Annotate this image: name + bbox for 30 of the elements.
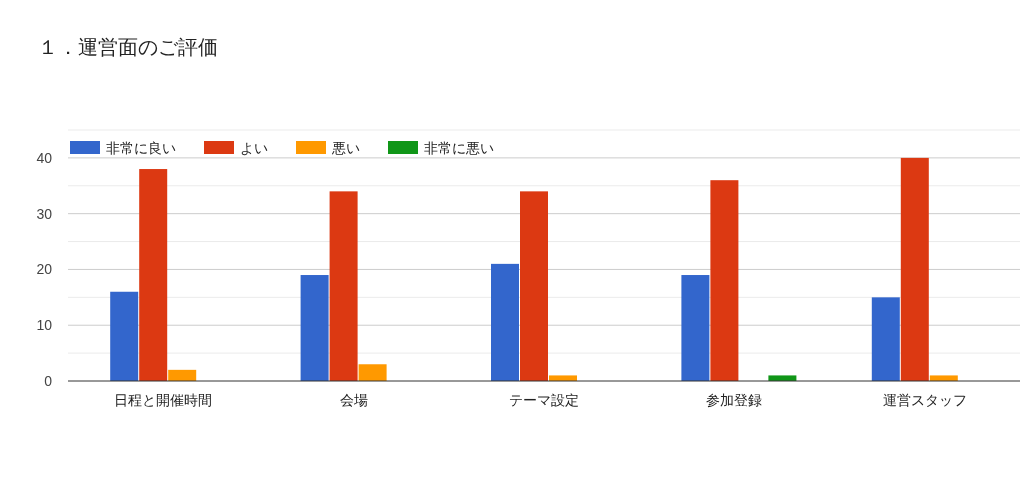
x-tick-label: テーマ設定 bbox=[509, 392, 579, 408]
x-tick-label: 会場 bbox=[339, 392, 368, 408]
x-tick-label: 参加登録 bbox=[706, 392, 763, 408]
bar bbox=[710, 180, 739, 381]
chart-title: １．運営面のご評価 bbox=[38, 36, 218, 58]
bar bbox=[168, 369, 197, 381]
x-tick-label: 運営スタッフ bbox=[882, 392, 967, 408]
bar bbox=[139, 169, 168, 381]
bar bbox=[358, 364, 387, 381]
y-tick-label: 20 bbox=[36, 261, 53, 278]
bar bbox=[768, 375, 797, 381]
legend-label: よい bbox=[240, 140, 268, 156]
legend-label: 非常に良い bbox=[106, 140, 176, 156]
bar bbox=[871, 297, 900, 381]
bar bbox=[549, 375, 577, 381]
bar bbox=[681, 275, 710, 381]
legend-label: 悪い bbox=[331, 140, 360, 156]
legend-label: 非常に悪い bbox=[424, 140, 494, 156]
bar bbox=[491, 263, 519, 381]
y-tick-label: 0 bbox=[44, 373, 53, 389]
y-tick-label: 10 bbox=[36, 317, 53, 334]
y-tick-label: 30 bbox=[36, 205, 53, 222]
y-tick-label: 40 bbox=[36, 149, 53, 166]
bar bbox=[900, 157, 929, 381]
bar bbox=[929, 375, 958, 381]
x-tick-label: 日程と開催時間 bbox=[114, 392, 213, 408]
bar bbox=[329, 191, 358, 381]
bar bbox=[110, 291, 139, 381]
bar bbox=[520, 191, 548, 381]
bar bbox=[300, 275, 329, 381]
